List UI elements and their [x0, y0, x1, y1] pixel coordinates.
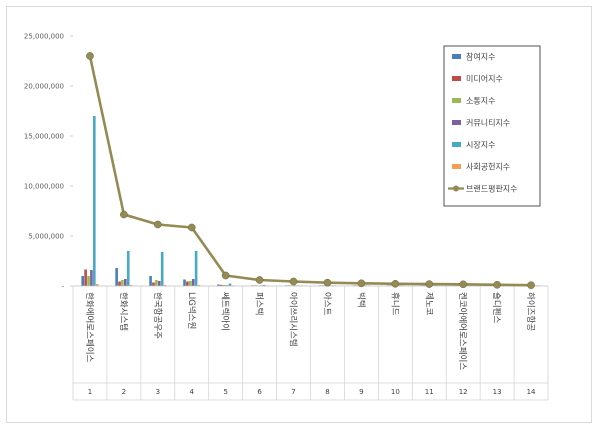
- bar-시장지수: [228, 283, 232, 286]
- x-category-label: 쎄트렉아이: [220, 292, 231, 331]
- bar-참여지수: [149, 276, 152, 286]
- x-category-label: 숄디펜스: [491, 292, 501, 323]
- x-category-label: 빅텍: [355, 292, 366, 308]
- bar-소통지수: [87, 276, 90, 286]
- x-rank-label: 9: [359, 388, 363, 396]
- y-tick-label: 15,000,000: [24, 133, 64, 141]
- x-rank-label: 7: [291, 388, 295, 396]
- line-point: [323, 278, 332, 287]
- bar-커뮤니티지수: [157, 281, 161, 286]
- x-category-label: 아이쓰리시스템: [288, 292, 299, 347]
- legend-label: 사회공헌지수: [466, 163, 510, 172]
- legend-swatch: [452, 54, 461, 59]
- legend-swatch: [452, 76, 461, 81]
- x-category-label: 휴니드: [389, 292, 400, 316]
- x-rank-label: 14: [527, 388, 536, 396]
- line-point: [255, 276, 264, 284]
- line-point: [425, 280, 434, 288]
- legend-swatch: [452, 142, 461, 147]
- legend-box: [443, 45, 541, 207]
- bar-소통지수: [121, 280, 124, 286]
- line-point: [459, 280, 468, 289]
- x-rank-label: 6: [257, 388, 262, 396]
- x-category-label: 하이즈항공: [525, 292, 536, 331]
- y-tick-label: 10,000,000: [24, 183, 64, 191]
- x-rank-label: 1: [88, 388, 92, 396]
- bar-참여지수: [115, 268, 118, 286]
- bar-소통지수: [155, 280, 158, 286]
- x-rank-label: 2: [122, 388, 126, 396]
- line-브랜드평판지수: [88, 55, 532, 287]
- line-point: [120, 210, 128, 219]
- legend-marker: [453, 185, 459, 192]
- x-category-label: 한화에어로스페이스: [84, 292, 95, 363]
- line-point: [527, 281, 535, 290]
- line-point: [187, 223, 196, 232]
- legend-label: 미디어지수: [466, 74, 503, 84]
- bar-참여지수: [81, 276, 85, 286]
- legend-label: 시장지수: [466, 140, 495, 150]
- legend-swatch: [452, 164, 461, 169]
- legend-swatch: [452, 120, 461, 125]
- line-point: [357, 279, 366, 288]
- line-point: [391, 279, 400, 288]
- bar-미디어지수: [118, 281, 121, 286]
- bar-참여지수: [217, 284, 220, 286]
- bar-소통지수: [189, 281, 192, 286]
- bar-미디어지수: [220, 284, 223, 286]
- bar-커뮤니티지수: [90, 270, 93, 286]
- y-tick-label: 20,000,000: [24, 83, 64, 91]
- x-category-label: 아스트: [321, 292, 332, 316]
- legend-label: 소통지수: [466, 97, 495, 106]
- line-point: [153, 220, 162, 229]
- x-rank-label: 5: [223, 388, 227, 396]
- bar-소통지수: [222, 285, 226, 286]
- x-rank-label: 13: [493, 388, 502, 396]
- x-category-label: LIG넥스원: [186, 292, 197, 329]
- bar-사회공헌지수: [197, 285, 201, 286]
- y-tick-label: 5,000,000: [28, 233, 64, 241]
- x-category-label: 퍼스텍: [254, 292, 265, 315]
- x-category-label: 켄코아에어로스페이스: [457, 292, 468, 370]
- bar-시장지수: [160, 252, 164, 286]
- bar-커뮤니티지수: [124, 279, 127, 286]
- bar-시장지수: [262, 285, 266, 286]
- bar-미디어지수: [152, 282, 155, 286]
- bar-미디어지수: [186, 281, 189, 286]
- bar-커뮤니티지수: [191, 279, 195, 286]
- x-rank-label: 11: [425, 388, 434, 396]
- x-rank-label: 8: [325, 388, 329, 396]
- bar-사회공헌지수: [163, 285, 167, 286]
- x-category-label: 제노코: [423, 292, 433, 316]
- x-rank-label: 3: [156, 388, 160, 396]
- legend-swatch: [452, 98, 461, 103]
- bar-시장지수: [194, 251, 198, 286]
- line-point: [493, 280, 501, 289]
- bar-사회공헌지수: [129, 285, 133, 286]
- line-point: [86, 52, 94, 60]
- x-category-label: 한화시스템: [118, 292, 129, 331]
- bar-사회공헌지수: [95, 284, 99, 286]
- bar-참여지수: [183, 279, 186, 286]
- legend-label: 커뮤니티지수: [466, 118, 510, 128]
- bar-미디어지수: [84, 269, 87, 286]
- x-rank-label: 12: [459, 388, 468, 396]
- y-tick-label: -: [61, 283, 64, 291]
- legend-label: 브랜드평판지수: [466, 184, 518, 194]
- x-rank-label: 10: [391, 388, 400, 396]
- y-tick-label: 25,000,000: [24, 33, 64, 41]
- x-category-label: 한국항공우주: [152, 292, 162, 339]
- line-point: [289, 277, 298, 286]
- bar-시장지수: [93, 116, 96, 286]
- x-rank-label: 4: [190, 388, 195, 396]
- line-point: [221, 271, 230, 280]
- legend-label: 참여지수: [466, 52, 495, 62]
- bar-시장지수: [126, 251, 130, 286]
